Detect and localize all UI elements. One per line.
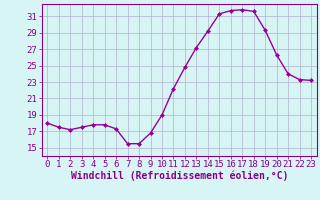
X-axis label: Windchill (Refroidissement éolien,°C): Windchill (Refroidissement éolien,°C) bbox=[70, 171, 288, 181]
